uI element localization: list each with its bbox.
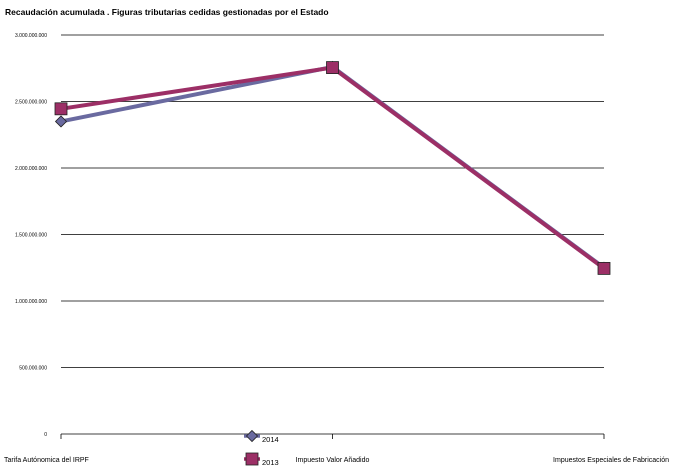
series-2014 (54, 60, 611, 274)
chart-title: Recaudación acumulada . Figuras tributar… (5, 7, 329, 17)
y-tick-label: 2.500.000.000 (15, 100, 47, 106)
series-2013 (54, 61, 611, 275)
y-tick-label: 3.000.000.000 (15, 33, 47, 39)
legend: 2014 2013 (244, 429, 279, 467)
x-tick-label: Impuesto Valor Añadido (296, 457, 370, 464)
legend-item-2013: 2013 (244, 452, 279, 467)
y-tick-label: 1.500.000.000 (15, 233, 47, 239)
gridlines (61, 34, 604, 368)
data-point-2013 (597, 262, 611, 275)
data-point-2014 (54, 115, 68, 128)
x-axis: Tarifa Autónomica del IRPF Impuesto Valor… (4, 433, 669, 464)
data-point-2013 (326, 61, 339, 74)
y-tick-label: 0 (44, 432, 47, 438)
y-axis-tick-labels: 0 500.000.000 1.000.000.000 1.500.000.000 2.… (15, 33, 47, 438)
data-point-2013 (54, 102, 68, 116)
x-tick-label: Tarifa Autónomica del IRPF (4, 457, 89, 464)
legend-marker-2014 (245, 429, 259, 443)
legend-label: 2013 (262, 458, 279, 467)
x-tick-label: Impuestos Especiales de Fabricación (553, 457, 669, 464)
y-tick-label: 2.000.000.000 (15, 166, 47, 172)
legend-marker-2013 (245, 452, 259, 466)
y-tick-label: 500.000.000 (19, 366, 47, 372)
series-group (54, 60, 611, 275)
legend-item-2014: 2014 (244, 429, 279, 444)
legend-label: 2014 (262, 435, 279, 444)
y-tick-label: 1.000.000.000 (15, 299, 47, 305)
